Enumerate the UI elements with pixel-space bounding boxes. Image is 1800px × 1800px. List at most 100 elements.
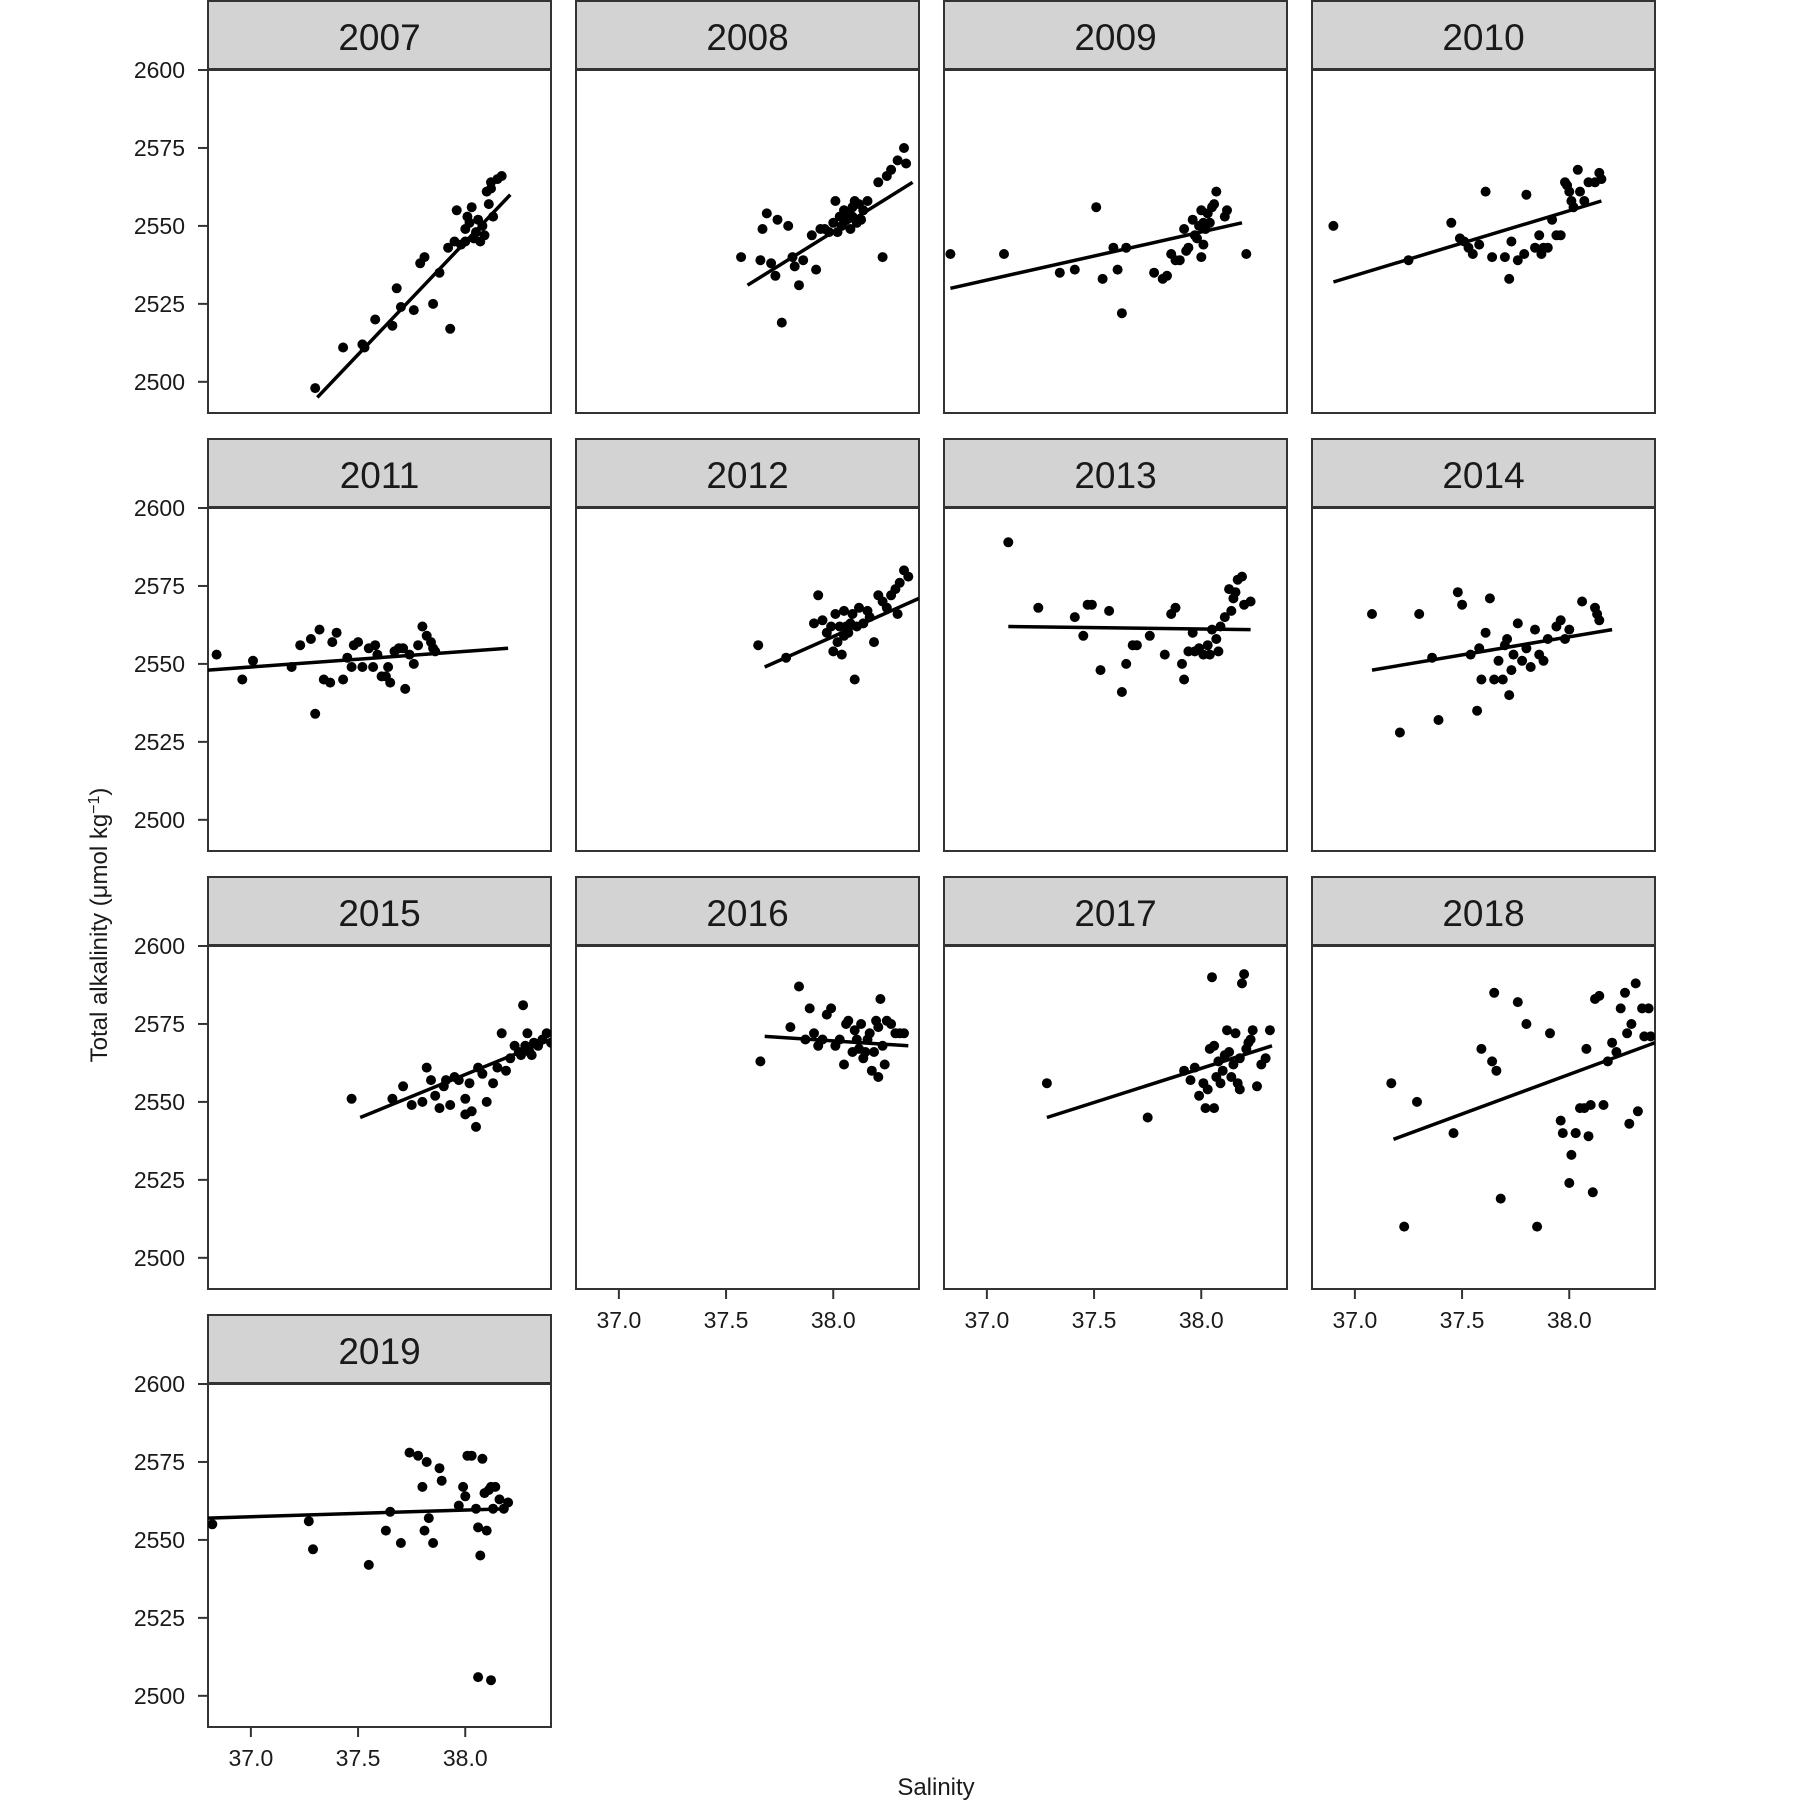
data-point [776, 317, 787, 328]
data-point [1202, 1084, 1213, 1095]
data-point [248, 655, 258, 666]
data-point [785, 1022, 796, 1033]
data-point [1572, 164, 1583, 175]
data-point [1645, 1031, 1655, 1042]
data-point [794, 981, 804, 992]
data-point [1209, 199, 1220, 210]
data-point [999, 249, 1009, 259]
data-point [1587, 1187, 1598, 1198]
data-point [1452, 587, 1463, 598]
y-tick-label: 2600 [134, 57, 185, 83]
data-point [453, 1500, 464, 1511]
data-point [501, 1065, 511, 1076]
data-point [430, 1090, 441, 1101]
data-point [428, 1538, 439, 1548]
data-point [1209, 1040, 1220, 1051]
data-point [1116, 308, 1127, 319]
y-tick-label: 2575 [134, 1449, 185, 1475]
x-tick-label: 37.5 [336, 1745, 381, 1771]
regression-line [746, 180, 914, 287]
facet-strip-label: 2014 [1442, 455, 1524, 496]
y-axis-title: Total alkalinity (μmol kg−1) [86, 788, 114, 1063]
data-point [849, 1025, 860, 1036]
data-point [445, 323, 456, 334]
panels: 2007 2008 2009 2010 2011 2012 2013 2014 2015 2016… [207, 0, 1656, 1728]
data-point [1414, 609, 1425, 619]
data-point [1538, 655, 1549, 666]
data-point [1386, 1078, 1397, 1089]
y-tick-label: 2525 [134, 291, 185, 317]
data-point [346, 662, 357, 672]
data-point [1555, 230, 1566, 241]
data-point [1495, 1193, 1506, 1204]
data-point [854, 602, 864, 613]
data-point [380, 1525, 391, 1536]
data-point [839, 605, 849, 616]
data-point [518, 1000, 529, 1011]
data-point [860, 1047, 871, 1057]
data-point [798, 255, 809, 266]
data-point [338, 342, 349, 353]
data-point [1226, 1072, 1237, 1082]
data-point [1226, 605, 1237, 616]
plot-area [575, 69, 920, 414]
data-point [1033, 602, 1044, 613]
data-point [1564, 1178, 1575, 1188]
data-point [847, 609, 858, 619]
data-point [423, 1513, 434, 1524]
data-point [1179, 224, 1190, 234]
data-point [496, 1028, 507, 1039]
plot-area [575, 945, 920, 1290]
facet-panel: 2010 [1311, 0, 1656, 414]
data-point [1532, 1221, 1543, 1232]
facet-strip [1311, 876, 1656, 946]
regression-line [1392, 1041, 1655, 1141]
facet-panel: 2019 [207, 1314, 552, 1728]
data-point [1489, 674, 1500, 685]
data-point [753, 640, 764, 651]
data-point [1487, 252, 1498, 263]
facet-panel: 2008 [575, 0, 920, 414]
data-point [1620, 987, 1630, 998]
data-point [398, 643, 409, 654]
data-point [466, 202, 477, 213]
y-tick-label: 2550 [134, 213, 185, 239]
data-point [1581, 1043, 1592, 1054]
data-point [1564, 624, 1575, 635]
data-point [755, 1056, 766, 1067]
facet-strip [943, 876, 1288, 946]
data-point [310, 383, 321, 394]
data-point [828, 217, 839, 228]
data-point [1239, 969, 1250, 980]
data-point [1594, 615, 1605, 626]
data-point [492, 1062, 503, 1073]
data-point [526, 1050, 537, 1061]
data-point [486, 1675, 496, 1686]
data-point [892, 155, 903, 166]
data-point [839, 1059, 849, 1070]
data-point [736, 252, 747, 263]
data-point [1219, 211, 1230, 222]
data-point [1003, 537, 1014, 548]
data-point [445, 1100, 456, 1110]
data-point [1512, 255, 1523, 266]
facet-strip-label: 2016 [706, 893, 788, 934]
data-point [400, 683, 411, 694]
data-point [1504, 690, 1515, 701]
data-point [473, 1522, 484, 1533]
regression-line [208, 646, 509, 672]
data-point [1181, 245, 1192, 256]
facet-panel: 2012 [575, 438, 920, 852]
regression-line [1008, 624, 1251, 632]
data-point [1504, 273, 1515, 284]
plot-area [207, 69, 552, 414]
data-point [1222, 1025, 1232, 1036]
data-point [1230, 1028, 1241, 1039]
data-point [1521, 189, 1532, 200]
y-tick-label: 2500 [134, 807, 185, 833]
facet-strip-label: 2010 [1442, 17, 1524, 58]
data-point [237, 674, 248, 685]
data-point [1476, 674, 1487, 685]
data-point [368, 662, 379, 672]
